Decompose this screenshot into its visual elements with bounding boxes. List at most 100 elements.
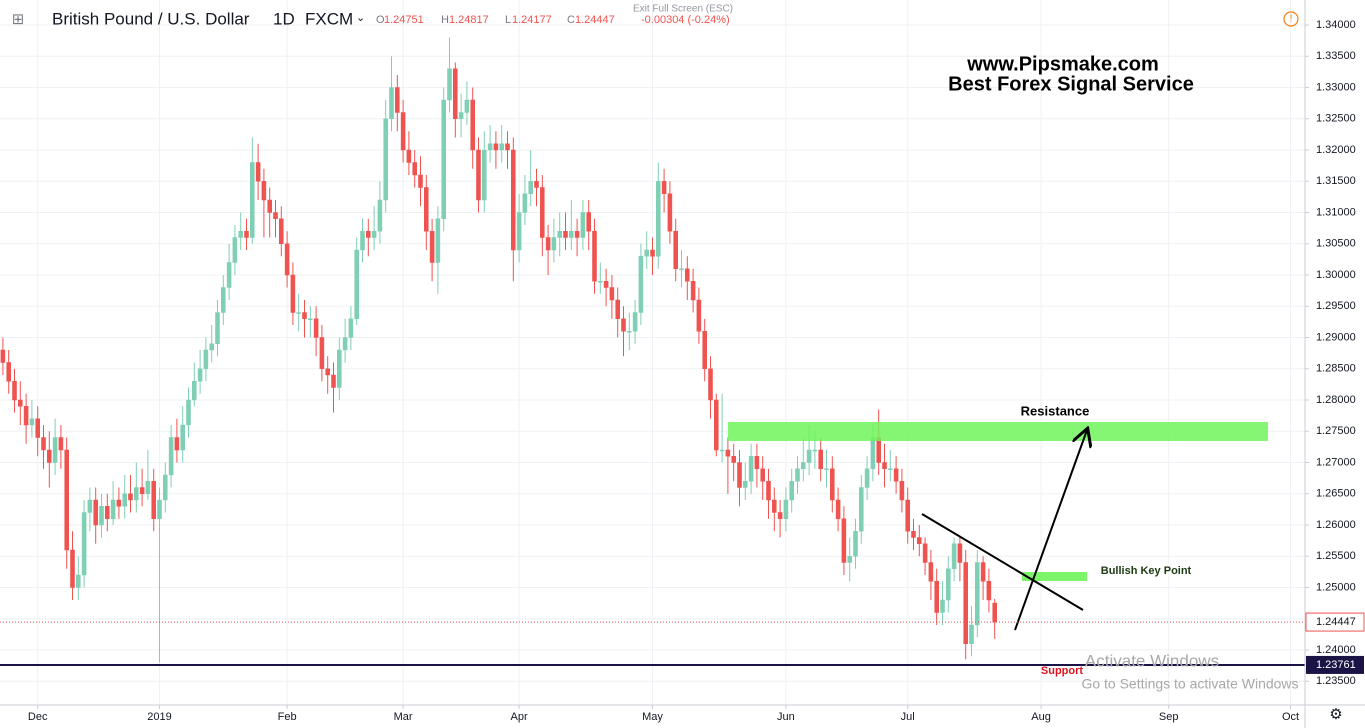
resistance-zone (728, 422, 1268, 441)
candle-body (679, 268, 684, 270)
candle-body (337, 349, 342, 388)
candle-body (760, 468, 765, 482)
candle-body (52, 437, 58, 463)
interval[interactable]: 1D (273, 9, 295, 28)
candle-body (47, 449, 52, 463)
candle-body (174, 437, 180, 451)
candle-body (864, 468, 870, 488)
settings-icon[interactable]: ⚙ (1329, 706, 1342, 723)
ohlc-label: O (376, 14, 385, 26)
y-tick-label: 1.26500 (1316, 488, 1356, 500)
slogan-text: Best Forex Signal Service (948, 73, 1194, 95)
symbol-title: British Pound / U.S. Dollar (52, 9, 250, 28)
candle-body (186, 399, 191, 426)
exit-full-screen[interactable]: Exit Full Screen (ESC) (633, 4, 733, 15)
candle-body (342, 337, 348, 351)
candle-body (116, 499, 122, 507)
candle-body (215, 312, 220, 344)
candle-body (806, 449, 812, 463)
candle-body (609, 287, 615, 301)
candle-body (302, 312, 307, 319)
candle-body (406, 149, 412, 163)
candle-body (853, 531, 858, 557)
candle-body (830, 468, 835, 501)
support-price-box (1306, 655, 1364, 674)
candle-body (163, 474, 168, 501)
alert-icon[interactable] (1283, 11, 1299, 27)
candle-body (690, 281, 696, 301)
candle-body (424, 187, 429, 232)
candle-body (325, 368, 330, 376)
candle-body (273, 212, 278, 219)
candle-body (818, 449, 823, 469)
support-price-label: 1.23761 (1316, 659, 1356, 671)
candle-body (661, 181, 667, 194)
source: FXCM (305, 9, 353, 28)
candle-body (284, 243, 290, 276)
y-tick-label: 1.28500 (1316, 363, 1356, 375)
candle-body (534, 181, 539, 188)
candle-body (975, 562, 980, 626)
candle-body (6, 362, 11, 382)
candle-body (238, 231, 243, 238)
candle-body (893, 468, 899, 482)
y-tick-label: 1.31500 (1316, 175, 1356, 187)
candle-body (261, 181, 267, 201)
candle-body (951, 543, 957, 569)
change: -0.00304 (-0.24%) (641, 14, 730, 26)
candle-body (801, 462, 806, 469)
x-tick-label: Jun (777, 711, 795, 723)
candle-body (377, 199, 383, 232)
alert-icon-mark: ! (1290, 14, 1293, 25)
candle-body (592, 231, 597, 282)
candle-body (458, 112, 464, 119)
candle-body (980, 562, 986, 582)
candle-body (366, 231, 371, 238)
candle-body (23, 406, 29, 426)
candle-body (586, 212, 591, 232)
candle-body (812, 449, 818, 452)
candle-body (435, 218, 441, 263)
y-tick-label: 1.34000 (1316, 19, 1356, 31)
candle-body (313, 318, 319, 338)
candle-body (197, 368, 203, 382)
y-tick-label: 1.25000 (1316, 581, 1356, 593)
candle-body (93, 499, 98, 526)
candle-body (899, 481, 905, 501)
candle-body (719, 449, 725, 452)
candle-body (841, 518, 847, 563)
candle-body (76, 574, 81, 588)
candle-body (168, 437, 174, 476)
candles (0, 37, 997, 663)
candle-body (946, 568, 951, 601)
layout-icon[interactable]: ⊞ (12, 11, 25, 28)
candle-body (540, 187, 545, 238)
candle-body (725, 449, 731, 457)
y-tick-label: 1.33500 (1316, 50, 1356, 62)
candle-body (447, 68, 452, 101)
candle-body (737, 462, 742, 488)
candle-body (551, 237, 557, 251)
candle-body (499, 143, 504, 151)
dropdown-icon[interactable]: ⌄ (356, 12, 365, 24)
y-tick-label: 1.33000 (1316, 81, 1356, 93)
candle-body (151, 481, 156, 519)
candle-body (522, 193, 528, 213)
candle-body (441, 99, 446, 219)
y-tick-label: 1.32500 (1316, 113, 1356, 125)
watermark-text: Go to Settings to activate Windows (1081, 676, 1298, 692)
candle-body (279, 218, 284, 244)
x-tick-label: Sep (1159, 711, 1179, 723)
candle-body (418, 174, 423, 188)
ohlc-label: H (441, 14, 449, 26)
candle-body (632, 312, 638, 332)
candle-body (232, 237, 238, 263)
candle-body (290, 274, 296, 313)
candle-body (870, 437, 876, 469)
y-tick-label: 1.24000 (1316, 644, 1356, 656)
y-tick-label: 1.27500 (1316, 425, 1356, 437)
candle-body (18, 399, 23, 407)
projection-arrow (1014, 430, 1087, 631)
candle-body (795, 468, 800, 482)
candle-body (772, 499, 777, 513)
